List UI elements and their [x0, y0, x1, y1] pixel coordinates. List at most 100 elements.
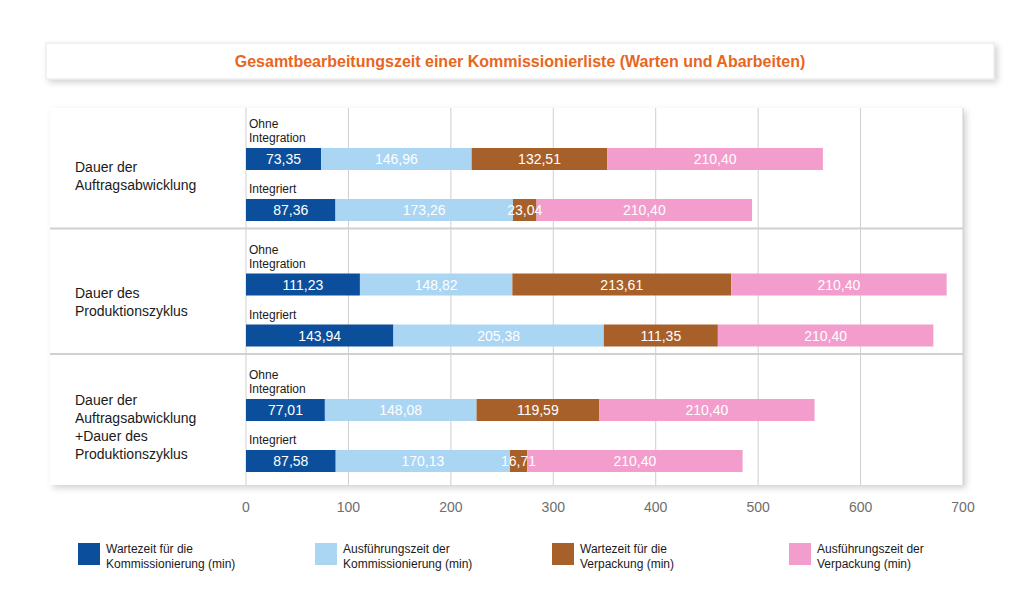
data-label: 210,40	[613, 453, 656, 469]
category-label: OhneIntegration	[249, 243, 306, 271]
text-line: Auftragsabwicklung	[75, 410, 196, 426]
bar-segment	[537, 199, 753, 221]
data-label: 111,35	[640, 328, 681, 344]
bar-segment	[321, 148, 472, 170]
bar-segment	[335, 199, 512, 221]
bars	[246, 148, 947, 472]
data-label: 132,51	[518, 151, 561, 167]
legend-label: Ausführungszeit derVerpackung (min)	[817, 542, 924, 571]
tick-label: 400	[644, 499, 668, 515]
data-label: 210,40	[685, 402, 728, 418]
category-label: Integriert	[249, 308, 297, 322]
data-label: 148,82	[415, 277, 458, 293]
text-line: Integriert	[249, 308, 297, 322]
text-line: +Dauer des	[75, 428, 148, 444]
data-label: 205,38	[477, 328, 520, 344]
text-line: Produktionszyklus	[75, 303, 188, 319]
text-line: Auftragsabwicklung	[75, 177, 196, 193]
text-line: Ohne	[249, 117, 279, 131]
tick-label: 500	[746, 499, 770, 515]
bar-segment	[246, 148, 321, 170]
data-label: 170,13	[401, 453, 444, 469]
tick-label: 600	[849, 499, 873, 515]
text-line: Verpackung (min)	[817, 557, 911, 571]
bar-segment	[604, 325, 718, 347]
title: Gesamtbearbeitungszeit einer Kommissioni…	[235, 53, 805, 70]
data-label: 148,08	[379, 402, 422, 418]
category-label: Integriert	[249, 182, 297, 196]
group-separator	[50, 228, 963, 230]
tick-label: 300	[542, 499, 566, 515]
legend-label: Wartezeit für dieKommissionierung (min)	[106, 542, 235, 571]
bar-segment	[731, 274, 947, 296]
data-label: 111,23	[283, 277, 324, 293]
tick-label: 700	[951, 499, 975, 515]
data-label: 119,59	[517, 402, 559, 418]
text-line: Dauer der	[75, 159, 138, 175]
bar-segment	[599, 399, 815, 421]
data-label: 16,71	[501, 453, 536, 469]
data-label: 210,40	[694, 151, 737, 167]
bar-segment	[325, 399, 477, 421]
legend-swatch	[315, 543, 337, 565]
bar-segment	[336, 450, 510, 472]
bar-segment	[477, 399, 599, 421]
text-line: Dauer der	[75, 392, 138, 408]
chart: Gesamtbearbeitungszeit einer Kommissioni…	[0, 0, 1024, 594]
bar-segment	[607, 148, 823, 170]
bar-segment	[360, 274, 512, 296]
group-label: Dauer der Auftragsabwicklung +Dauer des Pro…	[75, 392, 196, 462]
group-label: Dauer der Auftragsabwicklung	[75, 159, 196, 193]
data-label: 146,96	[375, 151, 418, 167]
data-labels: 73,35146,96132,51210,4087,36173,2623,042…	[266, 151, 860, 469]
bar-segment	[472, 148, 608, 170]
grid-line	[963, 108, 964, 485]
text-line: Ohne	[249, 368, 279, 382]
group-separator	[50, 353, 963, 355]
bar-segment	[246, 399, 325, 421]
text-line: Ausführungszeit der	[817, 542, 924, 556]
panel	[50, 108, 963, 485]
bar-segment	[512, 274, 731, 296]
text-line: Integriert	[249, 182, 297, 196]
bar-segment	[718, 325, 934, 347]
bar-segment	[246, 274, 360, 296]
text-line: Wartezeit für die	[580, 542, 667, 556]
bar-segment	[527, 450, 743, 472]
text-line: Integration	[249, 382, 306, 396]
data-label: 73,35	[266, 151, 301, 167]
text-line: Integration	[249, 131, 306, 145]
bar-segment	[246, 325, 393, 347]
legend-label: Ausführungszeit derKommissionierung (min…	[343, 542, 472, 571]
data-label: 87,58	[273, 453, 308, 469]
group-label: Dauer des Produktionszyklus	[75, 285, 188, 319]
legend-swatch	[78, 543, 100, 565]
text-line: Ausführungszeit der	[343, 542, 450, 556]
data-label: 77,01	[268, 402, 303, 418]
title-box	[46, 43, 994, 79]
tick-label: 0	[242, 499, 250, 515]
text-line: Verpackung (min)	[580, 557, 674, 571]
data-label: 210,40	[804, 328, 847, 344]
data-label: 143,94	[298, 328, 341, 344]
category-label: OhneIntegration	[249, 368, 306, 396]
legend: Wartezeit für dieKommissionierung (min)A…	[78, 542, 924, 571]
category-label: OhneIntegration	[249, 117, 306, 145]
bar-segment	[246, 450, 336, 472]
text-line: Dauer des	[75, 285, 140, 301]
data-label: 173,26	[403, 202, 446, 218]
bar-segment	[246, 199, 335, 221]
grid-line	[860, 108, 861, 485]
text-line: Integration	[249, 257, 306, 271]
tick-label: 200	[439, 499, 463, 515]
data-label: 210,40	[818, 277, 861, 293]
text-line: Ohne	[249, 243, 279, 257]
legend-swatch	[789, 543, 811, 565]
data-label: 210,40	[623, 202, 666, 218]
category-label: Integriert	[249, 433, 297, 447]
text-line: Produktionszyklus	[75, 446, 188, 462]
data-label: 87,36	[273, 202, 308, 218]
legend-swatch	[552, 543, 574, 565]
text-line: Kommissionierung (min)	[343, 557, 472, 571]
text-line: Integriert	[249, 433, 297, 447]
